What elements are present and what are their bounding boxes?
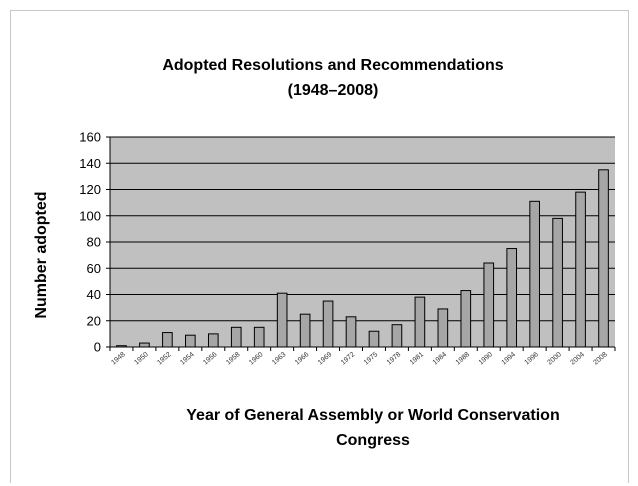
x-tick-label: 1978 — [386, 351, 403, 366]
y-tick-label: 160 — [79, 130, 101, 145]
bar-2000 — [552, 217, 563, 348]
y-tick-label: 80 — [87, 235, 101, 250]
x-tick-label: 1994 — [501, 351, 518, 366]
bar-2008 — [598, 169, 609, 348]
bar-1963 — [276, 292, 288, 348]
bar-1954 — [185, 334, 196, 348]
y-tick-label: 120 — [79, 182, 101, 197]
x-axis: 1948 1950 1952 1954 1956 1958 1960 1963 1966 1969… — [109, 346, 616, 367]
y-tick-label: 140 — [79, 156, 101, 171]
x-tick-label: 2008 — [592, 351, 609, 366]
x-axis-title-line-1: Year of General Assembly or World Conser… — [186, 407, 559, 424]
x-tick-label: 1996 — [524, 351, 541, 366]
x-tick-label: 1984 — [432, 351, 449, 366]
x-tick-label: 1990 — [478, 351, 495, 366]
bar-1975 — [368, 330, 380, 348]
bar-1966 — [299, 313, 311, 348]
bar-1990 — [483, 262, 495, 348]
y-axis-title: Number adopted — [33, 191, 50, 318]
bar-2004 — [575, 191, 586, 348]
x-tick-label: 1966 — [294, 351, 311, 366]
x-tick-label: 1972 — [340, 351, 357, 366]
bar-1956 — [207, 333, 219, 348]
bars — [116, 169, 609, 348]
y-tick-label: 40 — [87, 287, 101, 302]
chart-title-line-1: Adopted Resolutions and Recommendations — [162, 57, 503, 74]
bar-1952 — [162, 332, 173, 348]
x-axis-title-line-2: Congress — [336, 432, 410, 449]
x-tick-label: 1969 — [317, 351, 334, 366]
x-tick-label: 1975 — [363, 351, 380, 366]
x-tick-label: 1981 — [409, 351, 426, 366]
x-tick-label: 1952 — [156, 351, 173, 366]
chart-title-line-2: (1948–2008) — [288, 82, 379, 99]
x-tick-label: 1950 — [133, 351, 150, 366]
x-tick-label: 1960 — [248, 351, 265, 366]
bar-1981 — [414, 296, 426, 348]
y-axis: 0 20 40 60 80 100 120 140 160 — [79, 130, 111, 355]
x-tick-label: 1956 — [202, 351, 219, 366]
x-tick-label: 2004 — [569, 351, 586, 366]
bar-1988 — [460, 290, 472, 348]
y-tick-label: 100 — [79, 208, 101, 223]
bar-1969 — [322, 300, 334, 348]
y-tick-label: 0 — [94, 340, 101, 355]
y-tick-label: 20 — [87, 313, 101, 328]
y-tick-label: 60 — [87, 261, 101, 276]
bar-1984 — [437, 308, 449, 348]
x-tick-label: 1963 — [271, 351, 288, 366]
bar-1994 — [506, 248, 518, 348]
x-tick-label: 1948 — [110, 351, 127, 366]
x-tick-label: 1958 — [225, 351, 242, 366]
bar-1958 — [230, 326, 242, 348]
x-tick-label: 2000 — [546, 351, 563, 366]
x-tick-label: 1954 — [179, 351, 196, 366]
bar-1978 — [391, 324, 403, 348]
bar-1960 — [253, 326, 265, 348]
bar-1950 — [139, 342, 150, 348]
bar-1996 — [529, 200, 540, 348]
x-tick-label: 1988 — [455, 351, 472, 366]
bar-1972 — [345, 316, 357, 348]
